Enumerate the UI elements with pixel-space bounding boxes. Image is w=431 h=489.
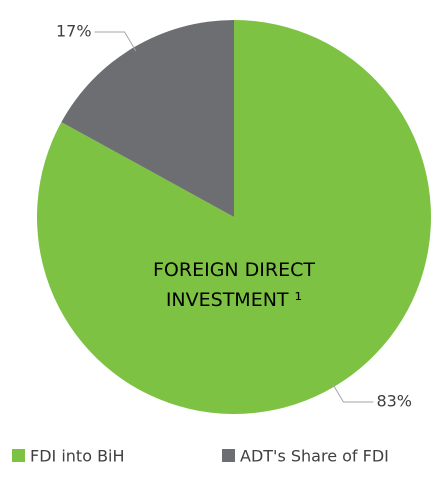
chart-title: FOREIGN DIRECT INVESTMENT ¹ <box>153 259 315 311</box>
legend-swatch <box>12 449 25 462</box>
leader-line <box>94 31 137 52</box>
pie-slice <box>61 20 234 217</box>
legend-label: FDI into BiH <box>30 447 125 466</box>
legend-swatch <box>222 449 235 462</box>
legend-label: ADT's Share of FDI <box>240 447 389 466</box>
data-label: 17% <box>56 21 92 40</box>
leader-line <box>331 382 374 403</box>
pie-slice <box>37 20 431 415</box>
data-label: 83% <box>376 392 412 411</box>
